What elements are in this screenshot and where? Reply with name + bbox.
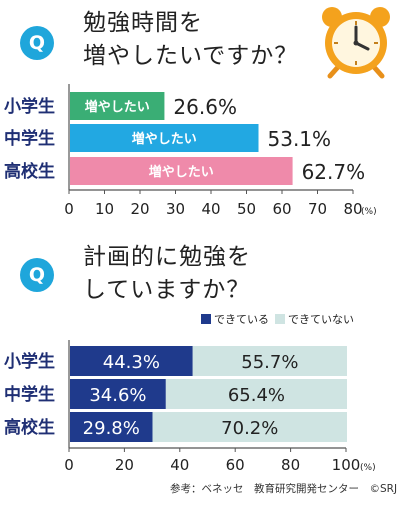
source-credit: 参考：ベネッセ 教育研究開発センター ©SRJ — [170, 483, 398, 495]
x-unit-label: (%) — [361, 207, 377, 217]
q1-badge-letter: Q — [28, 32, 46, 54]
x-tick-label: 60 — [272, 200, 291, 218]
bar-segment — [192, 346, 347, 376]
bar-segment — [70, 379, 166, 409]
category-label: 小学生 — [4, 96, 55, 117]
bar-segment — [70, 412, 153, 442]
x-tick-label: 70 — [308, 200, 327, 218]
bar — [70, 157, 293, 185]
x-tick-label: 50 — [237, 200, 256, 218]
x-tick-label: 80 — [343, 200, 362, 218]
data-label: 65.4% — [228, 385, 285, 406]
category-label: 高校生 — [4, 161, 55, 182]
x-unit-label: (%) — [360, 463, 376, 473]
data-label: 62.7% — [302, 160, 366, 184]
bar-inner-label: 増やしたい — [149, 164, 214, 180]
x-tick-label: 20 — [130, 200, 149, 218]
x-tick-label: 10 — [95, 200, 114, 218]
x-tick-label: 0 — [64, 456, 74, 474]
q2-badge-letter: Q — [28, 264, 46, 286]
category-label: 中学生 — [4, 384, 55, 405]
x-tick-label: 100 — [332, 456, 361, 474]
x-tick-label: 40 — [170, 456, 189, 474]
bar-segment — [165, 379, 347, 409]
category-label: 高校生 — [4, 417, 55, 438]
q2-title-line2: していますか？ — [83, 277, 251, 303]
data-label: 29.8% — [83, 418, 140, 439]
alarm-clock-icon — [322, 7, 390, 79]
bar-segment — [152, 412, 347, 442]
x-tick-label: 0 — [64, 200, 74, 218]
data-label: 70.2% — [221, 418, 278, 439]
data-label: 53.1% — [268, 127, 332, 151]
x-tick-label: 80 — [281, 456, 300, 474]
bar — [70, 92, 165, 120]
x-tick-label: 60 — [226, 456, 245, 474]
chart-1-increase-study-time: 小学生 増やしたい 26.6%中学生 増やしたい 53.1%高校生 増やしたい 62.7%0… — [4, 84, 377, 218]
data-label: 55.7% — [241, 352, 298, 373]
bar-inner-label: 増やしたい — [132, 131, 197, 147]
bar — [70, 124, 259, 152]
category-label: 小学生 — [4, 351, 55, 372]
q2-title-line1: 計画的に勉強を — [83, 244, 251, 270]
legend-label: できていない — [288, 313, 354, 326]
data-label: 44.3% — [103, 352, 160, 373]
category-label: 中学生 — [4, 128, 55, 149]
x-tick-label: 20 — [115, 456, 134, 474]
bar-inner-label: 増やしたい — [85, 99, 150, 115]
x-tick-label: 40 — [201, 200, 220, 218]
legend-swatch — [275, 314, 285, 324]
legend-label: できている — [214, 313, 269, 326]
q2-badge: Q — [20, 258, 54, 292]
q1-badge: Q — [20, 26, 54, 60]
data-label: 26.6% — [173, 95, 237, 119]
data-label: 34.6% — [89, 385, 146, 406]
q1-title-line1: 勉強時間を — [83, 10, 203, 36]
x-tick-label: 30 — [166, 200, 185, 218]
legend-swatch — [201, 314, 211, 324]
bar-segment — [70, 346, 193, 376]
q1-title-line2: 増やしたいですか？ — [83, 43, 299, 69]
